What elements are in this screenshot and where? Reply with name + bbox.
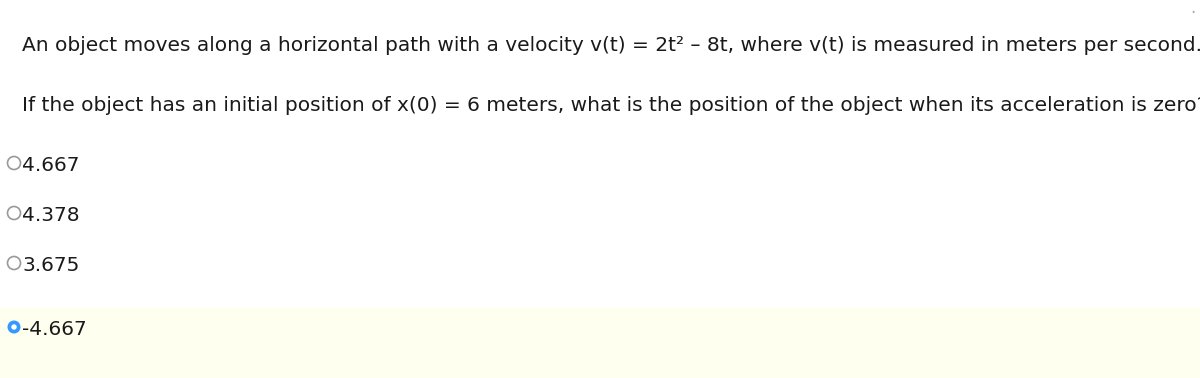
Circle shape	[11, 324, 17, 330]
Text: An object moves along a horizontal path with a velocity v(t) = 2t² – 8t, where v: An object moves along a horizontal path …	[22, 36, 1200, 55]
Text: -4.667: -4.667	[22, 320, 86, 339]
Text: 3.675: 3.675	[22, 256, 79, 275]
Text: 4.667: 4.667	[22, 156, 79, 175]
Circle shape	[7, 257, 20, 270]
Circle shape	[7, 156, 20, 169]
Text: If the object has an initial position of x(0) = 6 meters, what is the position o: If the object has an initial position of…	[22, 96, 1200, 115]
Text: ·: ·	[1189, 4, 1195, 22]
Circle shape	[7, 321, 20, 333]
Text: 4.378: 4.378	[22, 206, 79, 225]
Circle shape	[7, 206, 20, 220]
FancyBboxPatch shape	[0, 308, 1200, 378]
